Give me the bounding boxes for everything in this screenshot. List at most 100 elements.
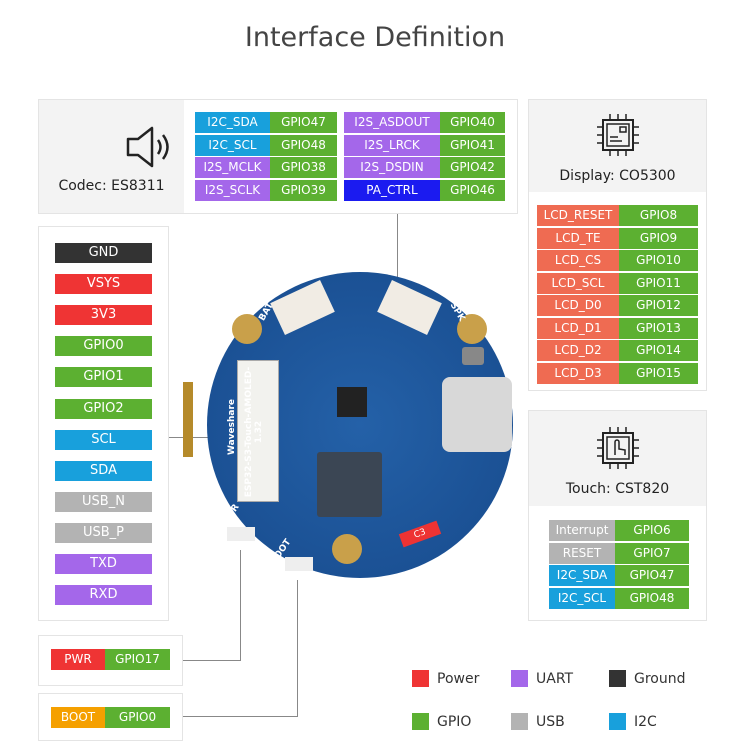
pin-name: I2C_SCL: [195, 134, 270, 156]
header-pin: GPIO2: [55, 398, 152, 419]
pin-name: Interrupt: [549, 520, 615, 541]
pin-row: LCD_RESET GPIO8: [537, 205, 698, 226]
header-pin: SDA: [55, 460, 152, 481]
esp32-chip: [317, 452, 382, 517]
pin-row: I2C_SDA GPIO47: [195, 112, 337, 133]
page-title: Interface Definition: [244, 22, 506, 53]
legend-item: GPIO: [412, 713, 471, 730]
pin-gpio: GPIO11: [619, 272, 698, 294]
header-pin: GPIO1: [55, 367, 152, 388]
pin-row: I2C_SDA GPIO47: [549, 565, 689, 586]
pin-row: LCD_CS GPIO10: [537, 250, 698, 271]
bat-label: BAT: [257, 301, 276, 323]
board-brand: Waveshare: [227, 398, 237, 456]
pin-gpio: GPIO7: [615, 542, 689, 564]
pin-row: I2S_MCLK GPIO38: [195, 157, 337, 178]
codec-pin-table-left: I2C_SDA GPIO47 I2C_SCL GPIO48 I2S_MCLK GPIO38…: [195, 112, 337, 202]
header-pin: USB_N: [55, 491, 152, 512]
pin-row: I2S_SCLK GPIO39: [195, 179, 337, 201]
codec-connector-line: [397, 213, 398, 293]
pin-gpio: GPIO10: [619, 250, 698, 271]
spk-connector: [377, 280, 442, 335]
pin-gpio: GPIO48: [270, 134, 337, 156]
boot-pin-label: BOOT: [51, 707, 105, 728]
header-pin: RXD: [55, 585, 152, 606]
pin-name: LCD_TE: [537, 227, 619, 249]
battery-pad: [183, 382, 193, 457]
pin-gpio: GPIO42: [440, 157, 505, 178]
pin-row: Interrupt GPIO6: [549, 520, 689, 541]
pin-gpio: GPIO48: [615, 587, 689, 609]
legend-label: Power: [437, 670, 480, 687]
header-pin: USB_P: [55, 522, 152, 543]
pin-gpio: GPIO38: [270, 157, 337, 178]
display-label: Display: CO5300: [559, 168, 676, 184]
pin-name: LCD_CS: [537, 250, 619, 271]
pin-gpio: GPIO8: [619, 205, 698, 226]
chg-label: CHG: [498, 475, 518, 499]
pin-row: I2C_SCL GPIO48: [195, 134, 337, 156]
header-pin: TXD: [55, 554, 152, 574]
pin-name: I2S_DSDIN: [344, 157, 440, 178]
mic-label: MIC: [487, 334, 506, 356]
pwr-board-label: PWR: [219, 502, 242, 528]
header-pin: GND: [55, 243, 152, 263]
pin-row: LCD_D1 GPIO13: [537, 317, 698, 339]
usb-c-port: [442, 377, 512, 452]
boot-connector-vertical: [297, 580, 298, 716]
legend-label: GPIO: [437, 713, 472, 730]
chip-touch-icon: [597, 427, 639, 469]
pin-row: LCD_D3 GPIO15: [537, 362, 698, 384]
boot-panel: BOOT GPIO0: [38, 693, 183, 741]
pin-name: I2C_SCL: [549, 587, 615, 609]
mount-hole: [457, 314, 487, 344]
pwr-button: [227, 527, 255, 541]
codec-label: Codec: ES8311: [58, 178, 165, 194]
legend-swatch: [609, 713, 626, 730]
codec-pin-table-right: I2S_ASDOUT GPIO40 I2S_LRCK GPIO41 I2S_DSDIN G…: [344, 112, 505, 202]
board-model: ESP32-S3-Touch-AMOLED-1.32: [244, 366, 264, 498]
boot-button: [285, 557, 313, 571]
pin-gpio: GPIO14: [619, 340, 698, 361]
pwr-pin-label: PWR: [51, 649, 105, 670]
mount-hole: [332, 534, 362, 564]
header-pin: VSYS: [55, 274, 152, 295]
pin-row: RESET GPIO7: [549, 542, 689, 564]
mic-component: [462, 347, 484, 365]
pin-name: I2S_MCLK: [195, 157, 270, 178]
pin-name: RESET: [549, 542, 615, 564]
legend-swatch: [511, 713, 528, 730]
pin-name: I2S_LRCK: [344, 134, 440, 156]
legend-label: Ground: [634, 670, 686, 687]
pin-name: LCD_RESET: [537, 205, 619, 226]
header-connector-line: [168, 437, 228, 438]
legend-item: Ground: [609, 670, 686, 687]
pin-gpio: GPIO13: [619, 317, 698, 339]
pin-row: I2S_DSDIN GPIO42: [344, 157, 505, 178]
pwr-connector-vertical: [240, 550, 241, 660]
display-pin-table: LCD_RESET GPIO8 LCD_TE GPIO9 LCD_CS GPIO10 LCD…: [537, 205, 698, 385]
legend-label: UART: [536, 670, 574, 687]
mount-hole: [232, 314, 262, 344]
pin-name: I2S_ASDOUT: [344, 112, 440, 133]
pin-row: I2S_LRCK GPIO41: [344, 134, 505, 156]
pin-gpio: GPIO9: [619, 227, 698, 249]
header-pin: SCL: [55, 429, 152, 450]
pin-row: LCD_D0 GPIO12: [537, 295, 698, 316]
pin-name: LCD_D0: [537, 295, 619, 316]
bat-connector: [270, 280, 335, 335]
c3-label: C3: [398, 520, 442, 548]
boot-gpio: GPIO0: [105, 707, 170, 728]
legend-label: I2C: [634, 713, 657, 730]
boot-connector-line: [182, 716, 298, 717]
codec-panel: Codec: ES8311 I2C_SDA GPIO47 I2C_SCL GPIO48…: [38, 99, 518, 214]
touch-panel: Touch: CST820 Interrupt GPIO6 RESET GPIO7 I2…: [528, 410, 707, 621]
pin-row: I2C_SCL GPIO48: [549, 587, 689, 609]
pin-gpio: GPIO46: [440, 179, 505, 201]
pin-row: LCD_TE GPIO9: [537, 227, 698, 249]
pin-gpio: GPIO40: [440, 112, 505, 133]
codec-header: [39, 100, 184, 213]
legend-swatch: [609, 670, 626, 687]
header-pin: 3V3: [55, 305, 152, 326]
pin-gpio: GPIO47: [270, 112, 337, 133]
